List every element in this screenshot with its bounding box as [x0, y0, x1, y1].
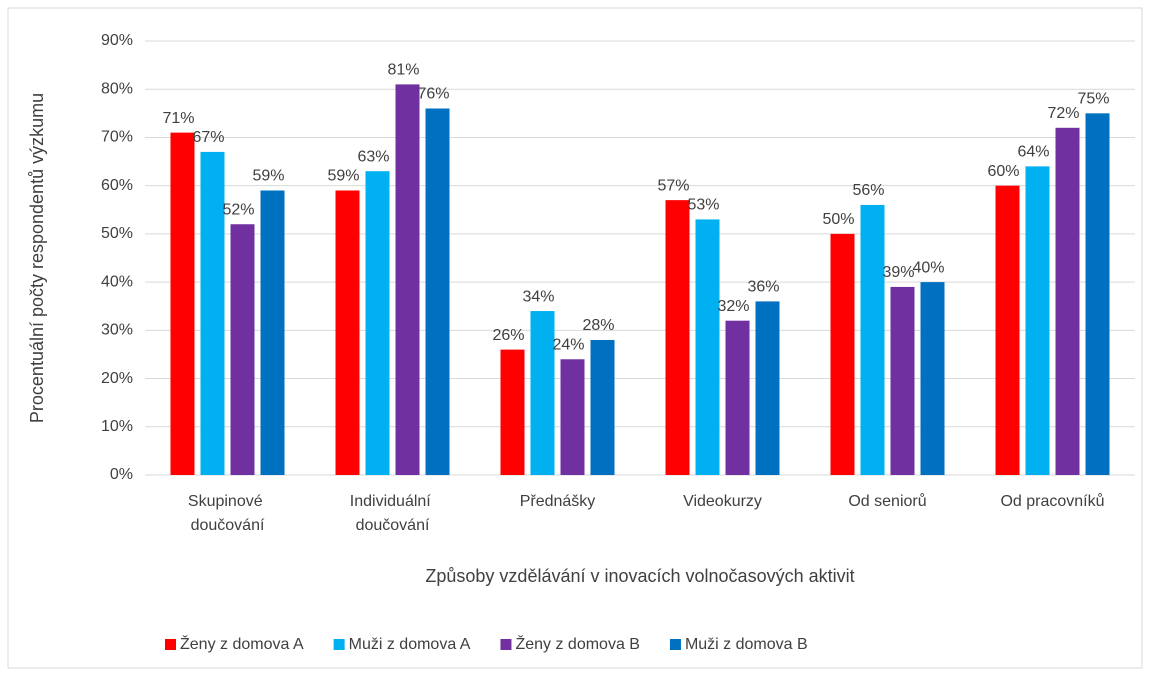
legend-label: Ženy z domova A: [180, 634, 304, 653]
bar: [425, 108, 450, 475]
data-label: 52%: [222, 201, 254, 218]
bar: [530, 311, 555, 475]
bar: [1055, 127, 1080, 476]
data-label: 76%: [417, 86, 449, 103]
data-label: 56%: [852, 182, 884, 199]
bar: [365, 171, 390, 475]
y-tick-label: 90%: [101, 32, 133, 49]
data-label: 36%: [747, 279, 779, 296]
bar: [665, 200, 690, 475]
legend-label: Ženy z domova B: [515, 634, 640, 653]
data-label: 32%: [717, 298, 749, 315]
bar: [335, 190, 360, 475]
bar: [995, 185, 1020, 475]
data-label: 26%: [492, 327, 524, 344]
legend-swatch: [669, 639, 681, 650]
data-label: 28%: [582, 317, 614, 334]
data-label: 75%: [1077, 91, 1109, 108]
data-label: 34%: [522, 288, 554, 305]
bar: [590, 339, 615, 475]
data-label: 39%: [882, 264, 914, 281]
bar: [500, 349, 525, 475]
bar: [260, 190, 285, 475]
y-tick-label: 40%: [101, 273, 133, 290]
bar: [830, 233, 855, 475]
bar: [1025, 166, 1050, 475]
bar: [755, 301, 780, 475]
data-label: 50%: [822, 211, 854, 228]
bar: [725, 320, 750, 475]
data-label: 63%: [357, 148, 389, 165]
data-label: 64%: [1017, 144, 1049, 161]
y-tick-label: 80%: [101, 80, 133, 97]
data-label: 24%: [552, 336, 584, 353]
bar: [230, 224, 255, 475]
x-tick-label: Videokurzy: [683, 493, 762, 510]
data-label: 81%: [387, 62, 419, 79]
bar: [200, 151, 225, 475]
y-axis-title: Procentuální počty respondentů výzkumu: [27, 93, 47, 423]
bar: [860, 204, 885, 475]
y-tick-label: 30%: [101, 322, 133, 339]
data-label: 71%: [162, 110, 194, 127]
y-tick-label: 0%: [110, 466, 133, 483]
data-label: 72%: [1047, 105, 1079, 122]
bar: [920, 282, 945, 475]
y-tick-label: 50%: [101, 225, 133, 242]
legend-label: Muži z domova B: [685, 636, 808, 653]
y-tick-label: 20%: [101, 370, 133, 387]
data-label: 40%: [912, 259, 944, 276]
x-tick-label: Individuální doučování: [350, 493, 435, 534]
x-tick-label: Skupinové doučování: [188, 493, 267, 534]
y-tick-label: 10%: [101, 418, 133, 435]
legend-swatch: [500, 639, 512, 650]
bar: [560, 359, 585, 475]
chart-border: [7, 7, 1143, 669]
data-label: 67%: [192, 129, 224, 146]
bar: [1085, 113, 1110, 475]
y-tick-label: 60%: [101, 177, 133, 194]
bar: [395, 84, 420, 476]
x-tick-label: Od seniorů: [848, 492, 926, 510]
data-label: 59%: [252, 168, 284, 185]
data-label: 59%: [327, 168, 359, 185]
y-tick-label: 70%: [101, 129, 133, 146]
bar: [890, 286, 915, 475]
legend-swatch: [165, 639, 176, 650]
bar: [170, 132, 195, 475]
x-tick-label: Přednášky: [520, 493, 596, 510]
data-label: 60%: [987, 163, 1019, 180]
bar: [695, 219, 720, 475]
x-tick-label: Od pracovníků: [1000, 492, 1104, 510]
data-label: 53%: [687, 197, 719, 214]
data-label: 57%: [657, 177, 689, 194]
x-axis-title: Způsoby vzdělávání v inovacích volnočaso…: [425, 566, 854, 586]
legend-label: Muži z domova A: [349, 636, 471, 653]
legend-swatch: [333, 639, 345, 650]
